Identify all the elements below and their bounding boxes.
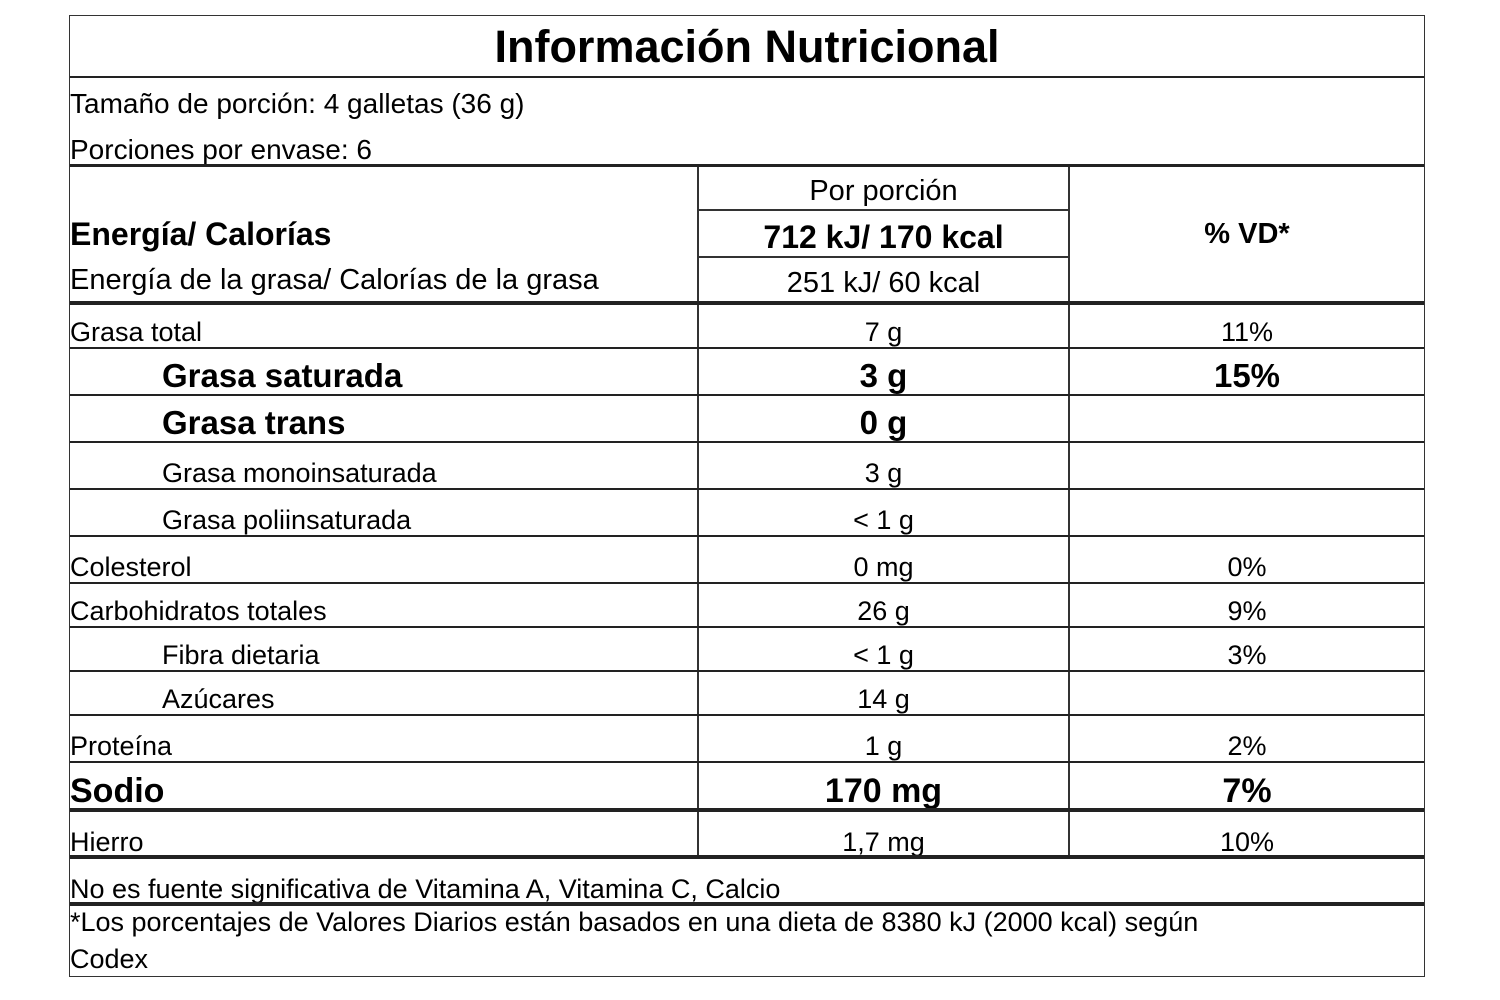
divider bbox=[70, 626, 1424, 628]
nutrient-name: Grasa total bbox=[70, 317, 203, 347]
nutrient-name: Colesterol bbox=[70, 552, 192, 582]
column-divider bbox=[697, 167, 699, 857]
nutrient-name: Proteína bbox=[70, 731, 173, 761]
nutrient-name: Grasa trans bbox=[162, 404, 346, 441]
nutrient-amount: 14 g bbox=[857, 684, 910, 714]
divider bbox=[70, 441, 1424, 443]
per-serving-header: Por porción bbox=[809, 175, 958, 207]
nutrient-dv: 10% bbox=[1219, 827, 1275, 857]
nutrient-dv: 11% bbox=[1220, 317, 1274, 347]
nutrient-dv: 3% bbox=[1227, 640, 1267, 670]
fat-energy-value: 251 kJ/ 60 kcal bbox=[786, 267, 981, 299]
nutrient-name: Grasa saturada bbox=[162, 357, 403, 394]
nutrient-amount: 170 mg bbox=[824, 772, 943, 810]
divider bbox=[70, 582, 1424, 584]
nutrient-amount: 7 g bbox=[864, 317, 903, 347]
nutrient-name: Azúcares bbox=[162, 684, 275, 714]
thick-divider bbox=[70, 855, 1424, 859]
nutrient-name: Carbohidratos totales bbox=[70, 596, 327, 626]
divider bbox=[698, 209, 1069, 211]
dv-header: % VD* bbox=[1204, 218, 1290, 250]
nutrient-name: Sodio bbox=[70, 772, 165, 810]
thick-divider bbox=[70, 808, 1424, 812]
divider bbox=[70, 761, 1424, 763]
divider bbox=[70, 535, 1424, 537]
nutrient-amount: 26 g bbox=[857, 596, 910, 626]
nutrient-amount: 1 g bbox=[864, 731, 903, 761]
footnote-line-1: *Los porcentajes de Valores Diarios está… bbox=[70, 907, 1199, 937]
divider bbox=[70, 488, 1424, 490]
serving-size: Tamaño de porción: 4 galletas (36 g) bbox=[70, 88, 525, 119]
footnote-line-2: Codex bbox=[70, 944, 149, 974]
nutrient-amount: 3 g bbox=[859, 357, 908, 394]
energy-value: 712 kJ/ 170 kcal bbox=[763, 219, 1004, 255]
thick-divider bbox=[70, 301, 1424, 305]
divider bbox=[70, 670, 1424, 672]
divider bbox=[70, 347, 1424, 349]
divider bbox=[698, 256, 1069, 258]
servings-per-container: Porciones por envase: 6 bbox=[70, 134, 372, 165]
column-divider bbox=[1068, 167, 1070, 857]
nutrient-dv: 7% bbox=[1222, 772, 1272, 810]
nutrient-dv: 0% bbox=[1227, 552, 1267, 582]
nutrient-name: Hierro bbox=[70, 827, 144, 857]
nutrient-amount: < 1 g bbox=[853, 640, 914, 670]
divider bbox=[70, 164, 1424, 167]
nutrient-name: Fibra dietaria bbox=[162, 640, 320, 670]
nutrient-amount: 3 g bbox=[864, 458, 903, 488]
nutrient-amount: 0 mg bbox=[853, 552, 914, 582]
divider bbox=[70, 76, 1424, 78]
nutrient-amount: 0 g bbox=[859, 404, 908, 441]
nutrient-name: Grasa monoinsaturada bbox=[162, 458, 437, 488]
label-title: Información Nutricional bbox=[494, 21, 1000, 72]
thick-divider bbox=[70, 902, 1424, 906]
not-significant-note: No es fuente significativa de Vitamina A… bbox=[70, 874, 781, 904]
nutrition-facts-label: Información Nutricional Tamaño de porció… bbox=[69, 15, 1425, 977]
nutrient-amount: < 1 g bbox=[853, 505, 914, 535]
nutrient-dv: 2% bbox=[1227, 731, 1267, 761]
divider bbox=[70, 394, 1424, 396]
fat-energy-label: Energía de la grasa/ Calorías de la gras… bbox=[70, 264, 599, 296]
divider bbox=[70, 714, 1424, 716]
nutrient-dv: 15% bbox=[1213, 357, 1281, 394]
nutrient-amount: 1,7 mg bbox=[842, 827, 925, 857]
nutrient-name: Grasa poliinsaturada bbox=[162, 505, 412, 535]
nutrient-dv: 9% bbox=[1227, 596, 1267, 626]
energy-label: Energía/ Calorías bbox=[70, 216, 332, 252]
